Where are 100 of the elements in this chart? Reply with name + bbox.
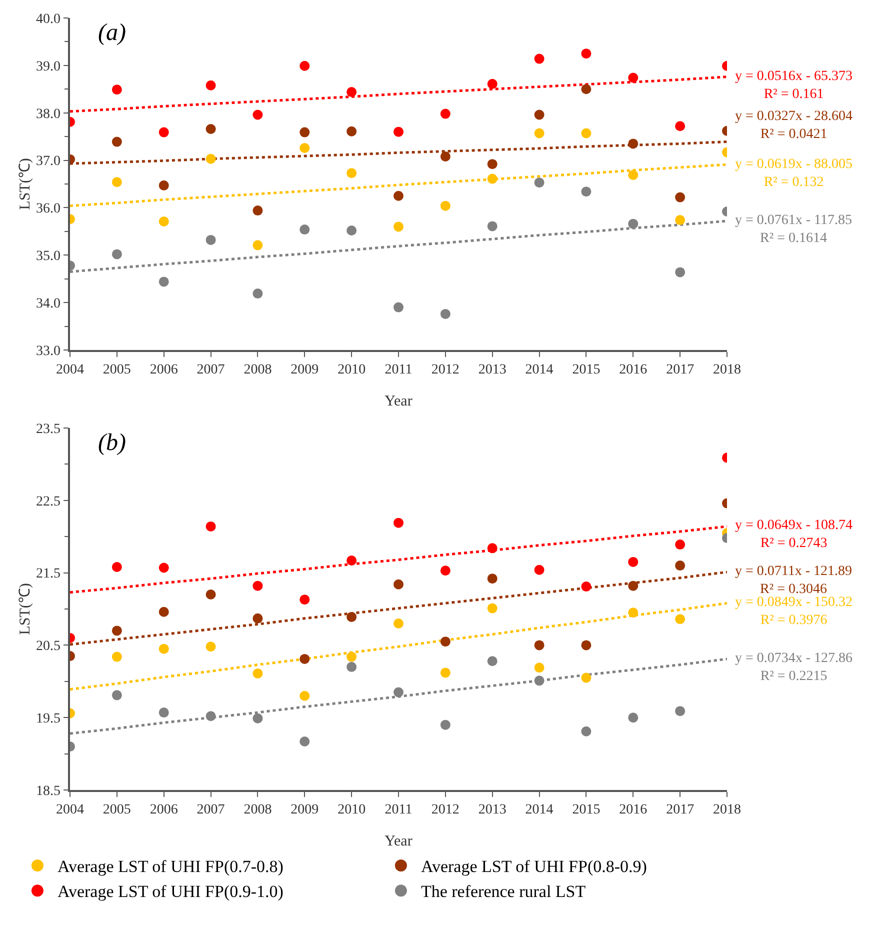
point xyxy=(206,590,216,600)
x-tick-label: 2013 xyxy=(478,362,506,378)
point xyxy=(440,108,450,119)
y-tick-label: 20.5 xyxy=(36,639,60,654)
x-tick-label: 2015 xyxy=(572,362,600,378)
legend-label: Average LST of UHI FP(0.9-1.0) xyxy=(57,882,284,902)
point xyxy=(534,676,544,686)
point xyxy=(206,80,216,90)
point xyxy=(346,126,357,136)
point xyxy=(440,668,450,678)
point xyxy=(487,543,498,554)
x-tick-label: 2005 xyxy=(102,362,131,378)
x-tick-label: 2012 xyxy=(431,362,460,378)
point xyxy=(581,640,592,650)
point xyxy=(487,574,498,584)
y-tick-label: 39.0 xyxy=(36,59,60,74)
x-tick-label: 2008 xyxy=(244,802,272,818)
point xyxy=(346,86,357,97)
x-tick-label: 2011 xyxy=(384,362,412,378)
line-series xyxy=(70,525,727,594)
point xyxy=(581,672,592,683)
x-tick-label: 2016 xyxy=(619,362,648,378)
chart-title: (a) xyxy=(98,20,126,46)
point xyxy=(394,190,404,201)
point xyxy=(581,726,592,736)
point xyxy=(206,642,216,652)
legend-label: Average LST of UHI FP(0.8-0.9) xyxy=(420,857,647,876)
point xyxy=(487,78,498,89)
point xyxy=(628,608,638,618)
y-tick-label: 19.5 xyxy=(36,712,60,726)
x-tick-label: 2004 xyxy=(56,362,84,378)
point xyxy=(252,613,263,624)
point xyxy=(534,640,544,650)
y-tick-label: 22.5 xyxy=(36,494,60,510)
y-tick-label: 18.5 xyxy=(36,784,60,799)
y-tick-label: 37.0 xyxy=(36,154,60,170)
point xyxy=(675,706,686,716)
point xyxy=(394,518,404,528)
x-tick-label: 2010 xyxy=(338,362,366,378)
point xyxy=(206,124,216,134)
point xyxy=(300,594,310,605)
x-tick-label: 2018 xyxy=(713,802,741,818)
point xyxy=(112,136,122,147)
x-tick-label: 2007 xyxy=(196,802,225,818)
y-tick-label: 36.0 xyxy=(36,202,60,217)
point xyxy=(206,521,216,532)
point xyxy=(581,582,592,592)
point xyxy=(628,556,638,567)
point xyxy=(300,60,310,71)
point xyxy=(628,712,638,723)
y-tick-label: 23.5 xyxy=(36,422,60,437)
point xyxy=(675,540,686,550)
point xyxy=(346,168,357,178)
point xyxy=(440,200,450,211)
point xyxy=(675,121,686,132)
x-tick-label: 2018 xyxy=(713,362,741,378)
point xyxy=(112,652,122,662)
text: y = 0.0761x - 117.85 R² = 0.1614 xyxy=(735,213,852,246)
point xyxy=(487,603,498,614)
text: y = 0.0734x - 127.86 R² = 0.2215 xyxy=(735,651,853,684)
chart-title: (b) xyxy=(98,430,126,456)
point xyxy=(675,215,686,226)
text: y = 0.0516x - 65.373 R² = 0.161 xyxy=(735,69,853,102)
point xyxy=(394,618,404,628)
x-tick-label: 2011 xyxy=(384,802,412,818)
x-tick-label: 2006 xyxy=(150,802,178,818)
point xyxy=(252,580,263,591)
point xyxy=(158,276,169,287)
x-tick-label: 2016 xyxy=(619,802,648,818)
point xyxy=(158,562,169,573)
point xyxy=(534,178,544,188)
x-tick-label: 2006 xyxy=(150,362,178,378)
point xyxy=(440,308,450,319)
point xyxy=(394,126,404,137)
x-tick-label: 2005 xyxy=(102,802,131,818)
x-tick-label: 2014 xyxy=(525,362,554,378)
point xyxy=(300,224,310,235)
point xyxy=(675,614,686,624)
point xyxy=(206,711,216,722)
point xyxy=(346,225,357,236)
text: y = 0.0849x - 150.32 R² = 0.3976 xyxy=(735,595,853,628)
point xyxy=(158,180,169,190)
point xyxy=(112,84,122,95)
point xyxy=(440,566,450,576)
text: y = 0.0327x - 28.604 R² = 0.0421 xyxy=(735,109,853,142)
point xyxy=(487,656,498,666)
y-tick-label: 35.0 xyxy=(36,249,60,264)
line-series xyxy=(70,570,727,646)
point xyxy=(206,154,216,164)
legend-label: Average LST of UHI FP(0.7-0.8) xyxy=(57,857,284,876)
point xyxy=(487,159,498,170)
point xyxy=(581,84,592,94)
point xyxy=(440,151,450,162)
point xyxy=(112,562,122,572)
y-tick-label: 33.0 xyxy=(36,344,60,359)
point xyxy=(628,218,638,229)
point xyxy=(300,654,310,664)
y-tick-label: 34.0 xyxy=(36,296,60,312)
legend-label: The reference rural LST xyxy=(420,882,586,902)
point xyxy=(252,713,263,724)
